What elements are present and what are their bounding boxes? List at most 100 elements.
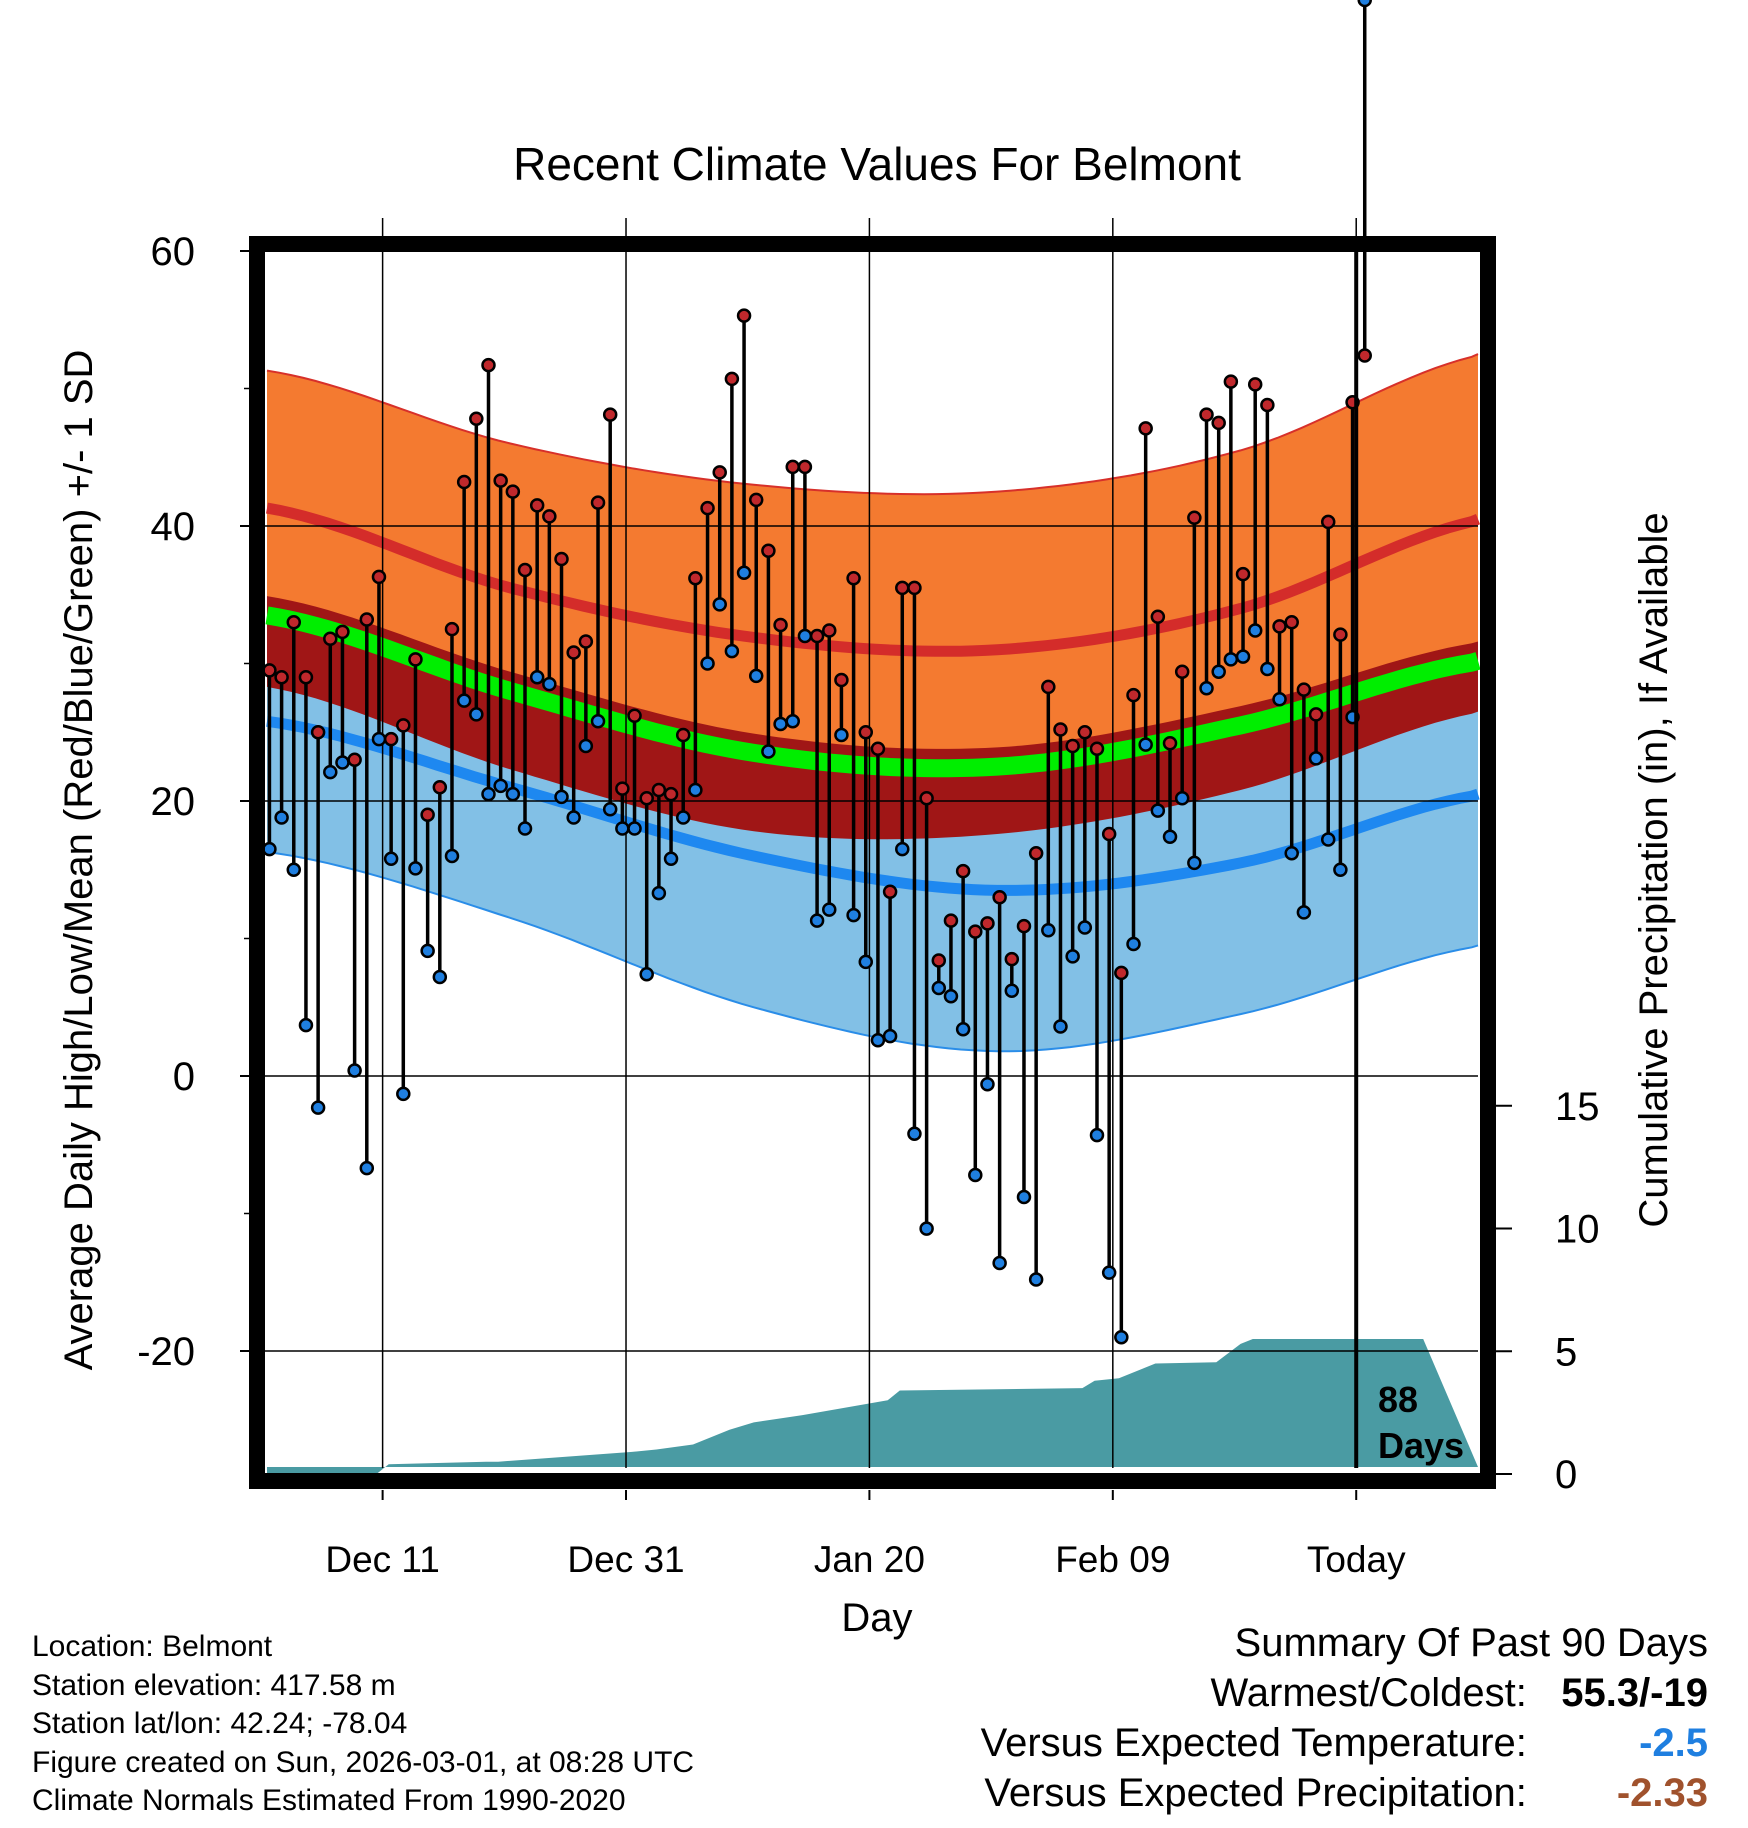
obs-high-point (323, 631, 338, 646)
obs-low-point (1260, 661, 1275, 677)
obs-low-point (1150, 803, 1166, 818)
obs-low-point (1016, 1189, 1032, 1205)
obs-low-point (919, 1221, 934, 1236)
obs-high-point (1028, 846, 1044, 861)
x-tick-label: Today (1307, 1539, 1406, 1580)
obs-low-point (761, 744, 776, 759)
high-mean-line (266, 502, 1481, 657)
obs-low-point (992, 1255, 1007, 1271)
chart-title: Recent Climate Values For Belmont (513, 138, 1241, 190)
obs-low-point (663, 851, 679, 866)
obs-low-point (615, 821, 630, 836)
obs-high-point (1320, 514, 1336, 530)
obs-low-point (262, 841, 277, 857)
days-label-number: 88 (1378, 1379, 1418, 1420)
x-tick-label: Feb 09 (1055, 1539, 1170, 1580)
precip-value: -2.33 (1616, 1771, 1708, 1815)
obs-low-point (639, 967, 654, 982)
obs-high-point (1053, 722, 1068, 737)
y2-tick-label: 15 (1555, 1085, 1600, 1129)
obs-high-point (992, 890, 1007, 905)
obs-high-point (1308, 707, 1324, 722)
high-upper-line (266, 353, 1479, 496)
y-axis-label-right: Cumulative Precipitation (in), If Availa… (1632, 512, 1676, 1227)
summary-heading: Summary Of Past 90 Days (1234, 1621, 1708, 1665)
obs-low-point (651, 885, 667, 901)
obs-low-point (298, 1017, 314, 1033)
obs-high-point (335, 624, 350, 640)
warmest-value: 55.3/-19 (1561, 1671, 1708, 1715)
obs-high-point (1223, 374, 1239, 389)
obs-high-point (1077, 725, 1093, 740)
x-tick-label: Jan 20 (814, 1539, 925, 1580)
obs-high-point (639, 791, 654, 806)
obs-high-point (1065, 738, 1080, 754)
obs-high-point (688, 571, 703, 586)
y-tick-label: 0 (173, 1055, 195, 1099)
obs-low-point (590, 714, 606, 729)
obs-high-point (529, 498, 545, 513)
obs-high-point (882, 884, 898, 899)
obs-high-point (712, 465, 727, 480)
obs-low-point (882, 1028, 898, 1044)
normal-bands (265, 353, 1481, 1053)
mean-line (265, 606, 1481, 778)
obs-high-point (895, 580, 910, 596)
obs-high-point (1235, 566, 1251, 582)
obs-high-point (1162, 736, 1178, 751)
obs-high-point (420, 807, 435, 822)
obs-low-point (943, 989, 959, 1004)
obs-low-point (1320, 832, 1336, 847)
obs-low-point (383, 851, 399, 866)
obs-low-point (323, 764, 338, 780)
obs-high-point (1357, 348, 1372, 363)
summary-warmest-row: Warmest/Coldest: 55.3/-19 (981, 1668, 1709, 1718)
obs-low-point (517, 821, 533, 836)
obs-high-point (822, 623, 837, 638)
obs-low-point (566, 810, 581, 825)
obs-high-point (724, 371, 740, 387)
axes: 60 40 20 0 -20 15 10 5 0 Dec 11 Dec 31 Jan 20 Feb 09… (137, 230, 1599, 1580)
obs-high-point (298, 670, 314, 685)
obs-high-point (700, 500, 715, 516)
days-label-unit: Days (1378, 1425, 1464, 1466)
obs-low-point (1211, 664, 1226, 679)
obs-high-point (1004, 951, 1020, 967)
precipitation-area (267, 1339, 1478, 1474)
obs-low-point (907, 1126, 922, 1141)
obs-low-point (542, 676, 557, 692)
obs-high-point (274, 670, 289, 685)
obs-low-point (724, 643, 740, 659)
location-text: Location: Belmont (32, 1630, 273, 1663)
obs-low-point (1028, 1272, 1044, 1287)
obs-high-point (1247, 377, 1263, 392)
obs-low-point (1284, 846, 1299, 861)
obs-high-point (748, 492, 764, 508)
obs-high-point (785, 459, 800, 475)
obs-low-point (347, 1063, 362, 1078)
y-tick-label: 60 (151, 230, 196, 274)
obs-low-point (1296, 905, 1312, 920)
y2-tick-label: 0 (1555, 1453, 1577, 1497)
y2-tick-label: 5 (1555, 1330, 1577, 1374)
obs-low-point (931, 980, 947, 996)
obs-high-point (347, 752, 362, 767)
summary-precip-row: Versus Expected Precipitation: -2.33 (981, 1768, 1708, 1818)
obs-high-point (469, 411, 484, 426)
obs-low-point (1247, 623, 1263, 638)
obs-high-point (1101, 826, 1117, 842)
obs-high-point (602, 407, 618, 422)
obs-low-point (505, 786, 521, 802)
obs-high-point (1150, 609, 1166, 624)
plot-frame (249, 236, 1496, 1489)
obs-low-point (578, 738, 594, 754)
obs-low-point (846, 907, 861, 923)
obs-low-point (1126, 936, 1141, 952)
obs-high-point (408, 652, 423, 667)
obs-low-point (822, 902, 837, 917)
obs-high-point (651, 782, 667, 798)
obs-low-point (456, 693, 472, 708)
normals-text: Climate Normals Estimated From 1990-2020 (32, 1784, 626, 1817)
low-mean-line (266, 715, 1480, 896)
